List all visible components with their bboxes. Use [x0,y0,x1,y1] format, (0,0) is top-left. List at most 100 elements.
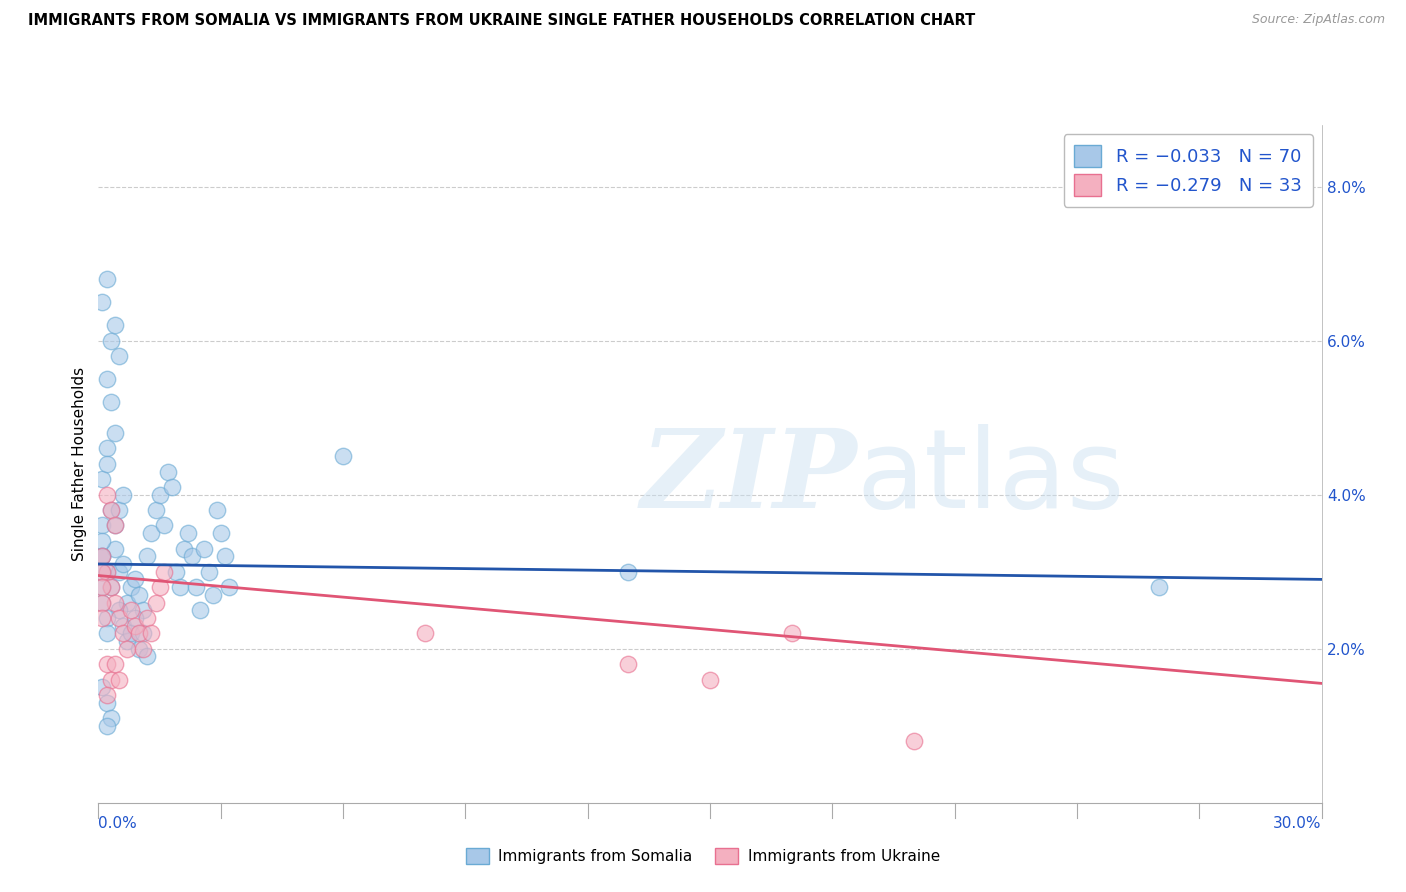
Point [108,349,131,363]
Point [104,595,127,609]
Point [132,603,155,617]
Point [145,503,167,517]
Point [128,588,150,602]
Point [108,603,131,617]
Point [96,488,118,502]
Point [91,611,114,625]
Point [100,711,122,725]
Point [115,641,138,656]
Point [91,595,114,609]
Point [149,488,172,502]
Point [120,580,142,594]
Point [128,626,150,640]
Point [111,488,134,502]
Point [141,626,163,640]
Point [201,588,224,602]
Point [214,549,236,564]
Point [91,533,114,548]
Point [128,641,150,656]
Point [115,634,138,648]
Point [188,603,212,617]
Point [96,626,118,640]
Point [173,541,195,556]
Point [141,526,163,541]
Point [205,503,228,517]
Point [91,580,114,594]
Point [96,272,118,286]
Text: atlas: atlas [856,424,1125,531]
Point [413,626,436,640]
Point [111,626,134,640]
Point [169,580,191,594]
Point [96,688,118,702]
Point [91,518,114,533]
Point [120,626,142,640]
Point [136,649,159,664]
Point [100,395,122,409]
Point [903,734,925,748]
Point [96,372,118,386]
Point [152,518,174,533]
Point [156,465,179,479]
Point [218,580,240,594]
Point [96,565,118,579]
Point [111,618,134,632]
Point [136,549,159,564]
Point [100,334,122,348]
Point [108,565,131,579]
Point [104,541,127,556]
Point [100,673,122,687]
Point [124,573,146,587]
Point [165,565,187,579]
Point [197,565,219,579]
Point [91,565,114,579]
Point [115,595,138,609]
Point [96,457,118,471]
Point [91,565,114,579]
Point [780,626,803,640]
Text: Source: ZipAtlas.com: Source: ZipAtlas.com [1251,13,1385,27]
Point [108,673,131,687]
Point [132,641,155,656]
Point [136,611,159,625]
Point [96,442,118,456]
Point [100,503,122,517]
Point [96,719,118,733]
Point [96,696,118,710]
Y-axis label: Single Father Households: Single Father Households [72,367,87,561]
Point [145,595,167,609]
Text: ZIP: ZIP [640,424,856,531]
Point [617,565,640,579]
Point [332,449,354,463]
Point [177,526,200,541]
Text: 30.0%: 30.0% [1274,816,1322,831]
Point [1147,580,1170,594]
Point [108,611,131,625]
Point [160,480,183,494]
Point [124,618,146,632]
Point [100,503,122,517]
Point [186,580,208,594]
Point [209,526,232,541]
Point [617,657,640,672]
Point [104,318,127,333]
Point [100,580,122,594]
Point [104,518,127,533]
Point [100,580,122,594]
Text: IMMIGRANTS FROM SOMALIA VS IMMIGRANTS FROM UKRAINE SINGLE FATHER HOUSEHOLDS CORR: IMMIGRANTS FROM SOMALIA VS IMMIGRANTS FR… [28,13,976,29]
Point [699,673,721,687]
Point [96,565,118,579]
Point [193,541,215,556]
Point [152,565,174,579]
Point [91,295,114,310]
Point [149,580,172,594]
Point [104,518,127,533]
Point [104,425,127,440]
Point [124,611,146,625]
Point [91,549,114,564]
Point [181,549,204,564]
Legend: R = −0.033   N = 70, R = −0.279   N = 33: R = −0.033 N = 70, R = −0.279 N = 33 [1063,134,1313,207]
Point [91,472,114,486]
Point [91,549,114,564]
Point [96,611,118,625]
